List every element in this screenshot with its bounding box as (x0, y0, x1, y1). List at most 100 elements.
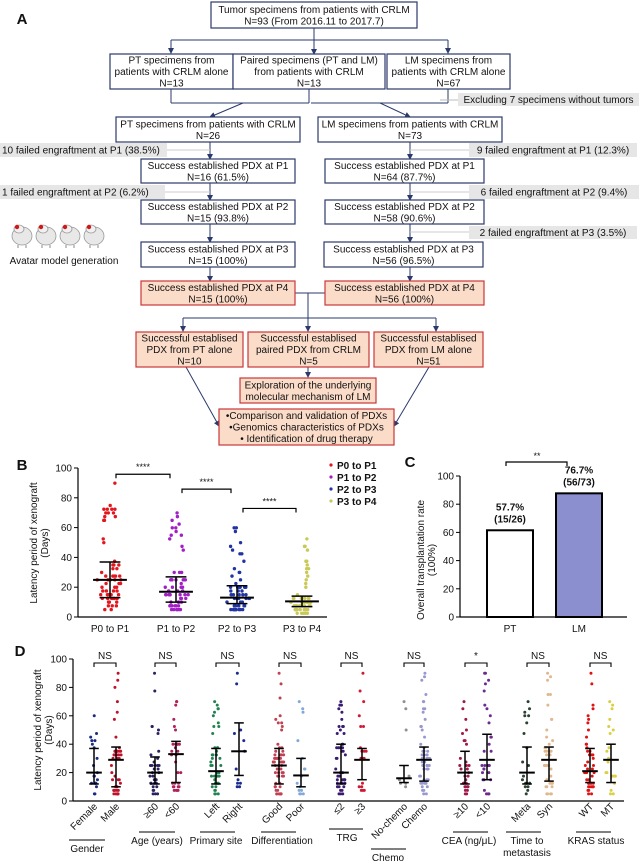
data-point (591, 756, 595, 760)
data-point (426, 749, 430, 753)
data-point (117, 753, 121, 757)
box-text: Success established PDX at P1 (148, 161, 289, 172)
data-point (301, 710, 305, 714)
d-x-tick-label: WT (577, 801, 596, 820)
data-point (335, 778, 339, 782)
data-point (148, 774, 152, 778)
data-point (521, 760, 525, 764)
data-point (216, 721, 220, 725)
data-point (527, 714, 531, 718)
data-point (343, 753, 347, 757)
data-point (113, 481, 117, 485)
data-point (237, 592, 241, 597)
data-point (156, 728, 160, 732)
data-point (242, 559, 246, 563)
c-y-title: Overall transplantation rate (416, 500, 427, 621)
box-frame (317, 116, 503, 143)
data-point (99, 592, 103, 597)
data-point (520, 778, 524, 782)
data-point (238, 552, 242, 556)
data-point (526, 785, 530, 789)
data-point (341, 749, 345, 753)
d-sig-bracket (215, 662, 240, 667)
data-point (588, 785, 592, 789)
data-point (550, 717, 554, 721)
data-point (151, 774, 155, 778)
data-point (526, 788, 530, 792)
data-point (590, 767, 594, 771)
legend-marker-icon (329, 463, 333, 467)
box-frame (210, 1, 418, 29)
data-point (407, 774, 411, 778)
data-point (335, 732, 339, 736)
box-text: LM specimens from patients with CRLM (322, 119, 499, 130)
data-point (521, 774, 525, 778)
data-point (276, 788, 280, 792)
flow-box-final: •Comparison and validation of PDXs•Genom… (218, 408, 395, 446)
data-point (229, 592, 233, 597)
b-legend-entry: P3 to P4 (337, 497, 377, 508)
data-point (153, 792, 157, 796)
data-point (114, 604, 119, 608)
data-point (419, 724, 423, 728)
data-point (362, 749, 366, 753)
data-point (466, 774, 470, 778)
data-point (148, 764, 152, 767)
data-point (275, 792, 279, 796)
data-point (176, 749, 180, 753)
b-sig-bracket (181, 488, 232, 494)
data-point (241, 592, 245, 597)
data-point (238, 607, 243, 612)
data-point (110, 507, 114, 511)
data-point (279, 760, 283, 764)
data-point (218, 756, 222, 760)
data-point (357, 785, 361, 789)
data-point (341, 746, 345, 750)
box-frame (218, 408, 395, 446)
d-group-title: Gender (70, 844, 104, 855)
data-point (232, 566, 237, 571)
data-point (545, 753, 549, 757)
data-point (423, 671, 427, 675)
data-point (547, 742, 551, 746)
data-point (172, 717, 176, 721)
box-text: 9 failed engraftment at P1 (12.3%) (477, 146, 629, 157)
data-point (244, 592, 248, 597)
data-point (340, 710, 344, 714)
data-point (608, 792, 612, 796)
data-point (485, 707, 489, 711)
data-point (295, 781, 299, 785)
flow-box-pt-p3: Success established PDX at P3N=15 (100%) (140, 241, 296, 268)
data-point (362, 700, 366, 704)
box-frame (247, 331, 370, 368)
data-point (238, 785, 242, 789)
data-point (238, 578, 243, 582)
data-point (92, 714, 96, 718)
d-series-1-1 (168, 700, 184, 792)
y-tick-label: 20 (443, 584, 455, 595)
data-point (550, 785, 554, 789)
box-text: N=56 (96.5%) (373, 256, 435, 267)
data-point (179, 570, 184, 575)
box-frame (232, 53, 386, 90)
panel-label-a: A (17, 11, 28, 28)
data-point (611, 792, 615, 796)
flow-box-lm-p3: Success established PDX at P3N=56 (96.5%… (323, 241, 484, 268)
data-point (167, 592, 171, 597)
data-point (112, 717, 116, 721)
b-series-1 (159, 511, 193, 612)
data-point (340, 717, 344, 721)
data-point (525, 721, 529, 725)
data-point (175, 607, 179, 612)
data-point (549, 675, 553, 679)
data-point (157, 749, 161, 753)
data-point (337, 724, 341, 728)
data-point (605, 749, 609, 753)
data-point (117, 563, 121, 567)
data-point (169, 578, 173, 582)
data-point (151, 785, 155, 789)
data-point (420, 760, 424, 764)
data-point (116, 778, 120, 782)
data-point (546, 693, 550, 696)
data-point (545, 728, 549, 732)
